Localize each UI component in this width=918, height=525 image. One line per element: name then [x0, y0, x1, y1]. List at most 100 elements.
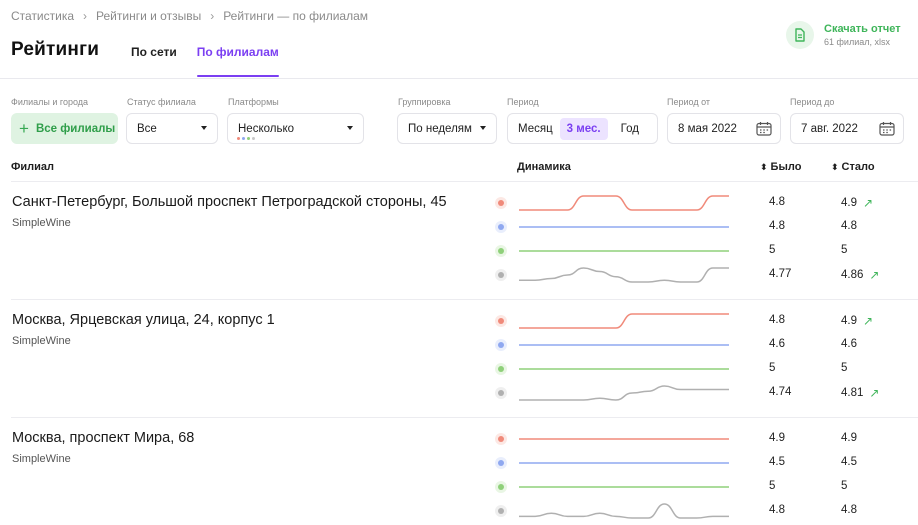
branch-name: Москва, проспект Мира, 68	[12, 430, 195, 446]
status-select[interactable]: Все	[126, 113, 218, 144]
period-option-3-months[interactable]: 3 мес.	[559, 117, 608, 140]
rating-sparkline	[519, 368, 729, 370]
rating-was-value: 4.6	[769, 338, 785, 350]
plus-icon: +	[19, 119, 29, 138]
calendar-icon	[879, 121, 895, 139]
row-divider	[11, 299, 918, 300]
period-filter-label: Период	[507, 97, 539, 107]
rating-sparkline	[519, 267, 729, 283]
calendar-icon	[756, 121, 772, 139]
column-header-dynamics: Динамика	[517, 161, 571, 173]
sparkline-series	[519, 267, 729, 283]
rating-now-value: 4.86 ↗	[841, 268, 879, 282]
review-platform-3-icon	[495, 481, 507, 493]
period-to-value: 7 авг. 2022	[801, 122, 858, 135]
branch-name: Санкт-Петербург, Большой проспект Петрог…	[12, 194, 447, 210]
period-from-label: Период от	[667, 97, 710, 107]
chevron-right-icon: ›	[210, 9, 215, 23]
branches-filter-label: Филиалы и города	[11, 97, 89, 107]
rating-now-value: 4.5	[841, 456, 857, 468]
rating-was-value: 4.77	[769, 268, 792, 280]
rating-now-number: 4.9	[841, 432, 857, 444]
period-from-value: 8 мая 2022	[678, 122, 737, 135]
tab-network[interactable]: По сети	[131, 45, 177, 59]
period-to-label: Период до	[790, 97, 835, 107]
rating-now-number: 4.9	[841, 197, 857, 209]
rating-now-number: 4.6	[841, 338, 857, 350]
period-option-month[interactable]: Месяц	[518, 122, 553, 135]
review-platform-1-icon	[495, 197, 507, 209]
review-platform-2-icon	[495, 457, 507, 469]
grouping-select[interactable]: По неделям	[397, 113, 497, 144]
tab-branches[interactable]: По филиалам	[196, 45, 279, 77]
rating-now-value: 4.8	[841, 504, 857, 516]
branch-organization: SimpleWine	[12, 217, 71, 229]
rating-now-value: 4.81 ↗	[841, 386, 879, 400]
caret-down-icon	[347, 126, 353, 130]
arrow-up-right-icon: ↗	[869, 268, 880, 282]
platforms-select[interactable]: Несколько	[227, 113, 364, 144]
page-title: Рейтинги	[11, 39, 100, 60]
rating-now-value: 4.9 ↗	[841, 196, 873, 210]
download-report-label: Скачать отчет	[824, 23, 901, 35]
rating-was-value: 5	[769, 480, 776, 492]
column-header-branch: Филиал	[11, 161, 55, 173]
status-filter-label: Статус филиала	[127, 97, 196, 107]
breadcrumb-item-statistics[interactable]: Статистика	[11, 9, 75, 23]
review-platform-4-icon	[495, 269, 507, 281]
branch-organization: SimpleWine	[12, 335, 71, 347]
column-header-was[interactable]: ⬍ Было	[760, 161, 801, 173]
arrow-up-right-icon: ↗	[863, 314, 874, 328]
rating-now-value: 5	[841, 362, 847, 374]
row-divider	[11, 417, 918, 418]
rating-now-number: 5	[841, 362, 848, 374]
rating-was-value: 5	[769, 362, 776, 374]
review-platform-2-icon	[495, 339, 507, 351]
rating-was-value: 4.8	[769, 314, 785, 326]
arrow-up-right-icon: ↗	[863, 196, 874, 210]
breadcrumb-item-ratings-reviews[interactable]: Рейтинги и отзывы	[96, 9, 202, 23]
rating-now-number: 5	[841, 480, 848, 492]
period-from-input[interactable]: 8 мая 2022	[667, 113, 781, 144]
review-platform-3-icon	[495, 363, 507, 375]
document-icon	[786, 21, 814, 49]
sparkline-series	[519, 195, 729, 211]
rating-now-number: 4.9	[841, 315, 857, 327]
rating-sparkline	[519, 385, 729, 401]
period-option-year[interactable]: Год	[620, 122, 639, 135]
period-to-input[interactable]: 7 авг. 2022	[790, 113, 904, 144]
review-platform-1-icon	[495, 315, 507, 327]
rating-was-value: 4.8	[769, 196, 785, 208]
all-branches-button[interactable]: + Все филиалы	[11, 113, 118, 144]
download-report-meta: 61 филиал, xlsx	[824, 37, 890, 47]
rating-sparkline	[519, 486, 729, 488]
grouping-filter-label: Группировка	[398, 97, 451, 107]
review-platform-2-icon	[495, 221, 507, 233]
rating-was-value: 4.8	[769, 504, 785, 516]
rating-now-number: 4.8	[841, 220, 857, 232]
column-header-now[interactable]: ⬍ Стало	[831, 161, 875, 173]
sparkline-series	[519, 313, 729, 329]
rating-now-value: 4.6	[841, 338, 857, 350]
review-platform-4-icon	[495, 387, 507, 399]
column-header-now-label: Стало	[841, 161, 875, 173]
rating-sparkline	[519, 462, 729, 464]
sort-icon: ⬍	[760, 162, 768, 172]
grouping-select-value: По неделям	[408, 122, 472, 135]
rating-sparkline	[519, 226, 729, 228]
sparkline-series	[519, 503, 729, 519]
all-branches-label: Все филиалы	[35, 122, 116, 135]
rating-now-number: 4.5	[841, 456, 857, 468]
rating-sparkline	[519, 195, 729, 211]
download-report-button[interactable]: Скачать отчет 61 филиал, xlsx	[786, 21, 901, 49]
status-select-value: Все	[137, 122, 157, 135]
review-platform-1-icon	[495, 433, 507, 445]
rating-now-number: 4.86	[841, 269, 864, 281]
rating-sparkline	[519, 503, 729, 519]
rating-sparkline	[519, 344, 729, 346]
breadcrumb-item-current: Рейтинги — по филиалам	[223, 9, 369, 23]
chevron-right-icon: ›	[83, 9, 88, 23]
table-header-divider	[11, 181, 918, 182]
platforms-select-value: Несколько	[238, 122, 295, 135]
platform-color-dots	[237, 137, 255, 140]
